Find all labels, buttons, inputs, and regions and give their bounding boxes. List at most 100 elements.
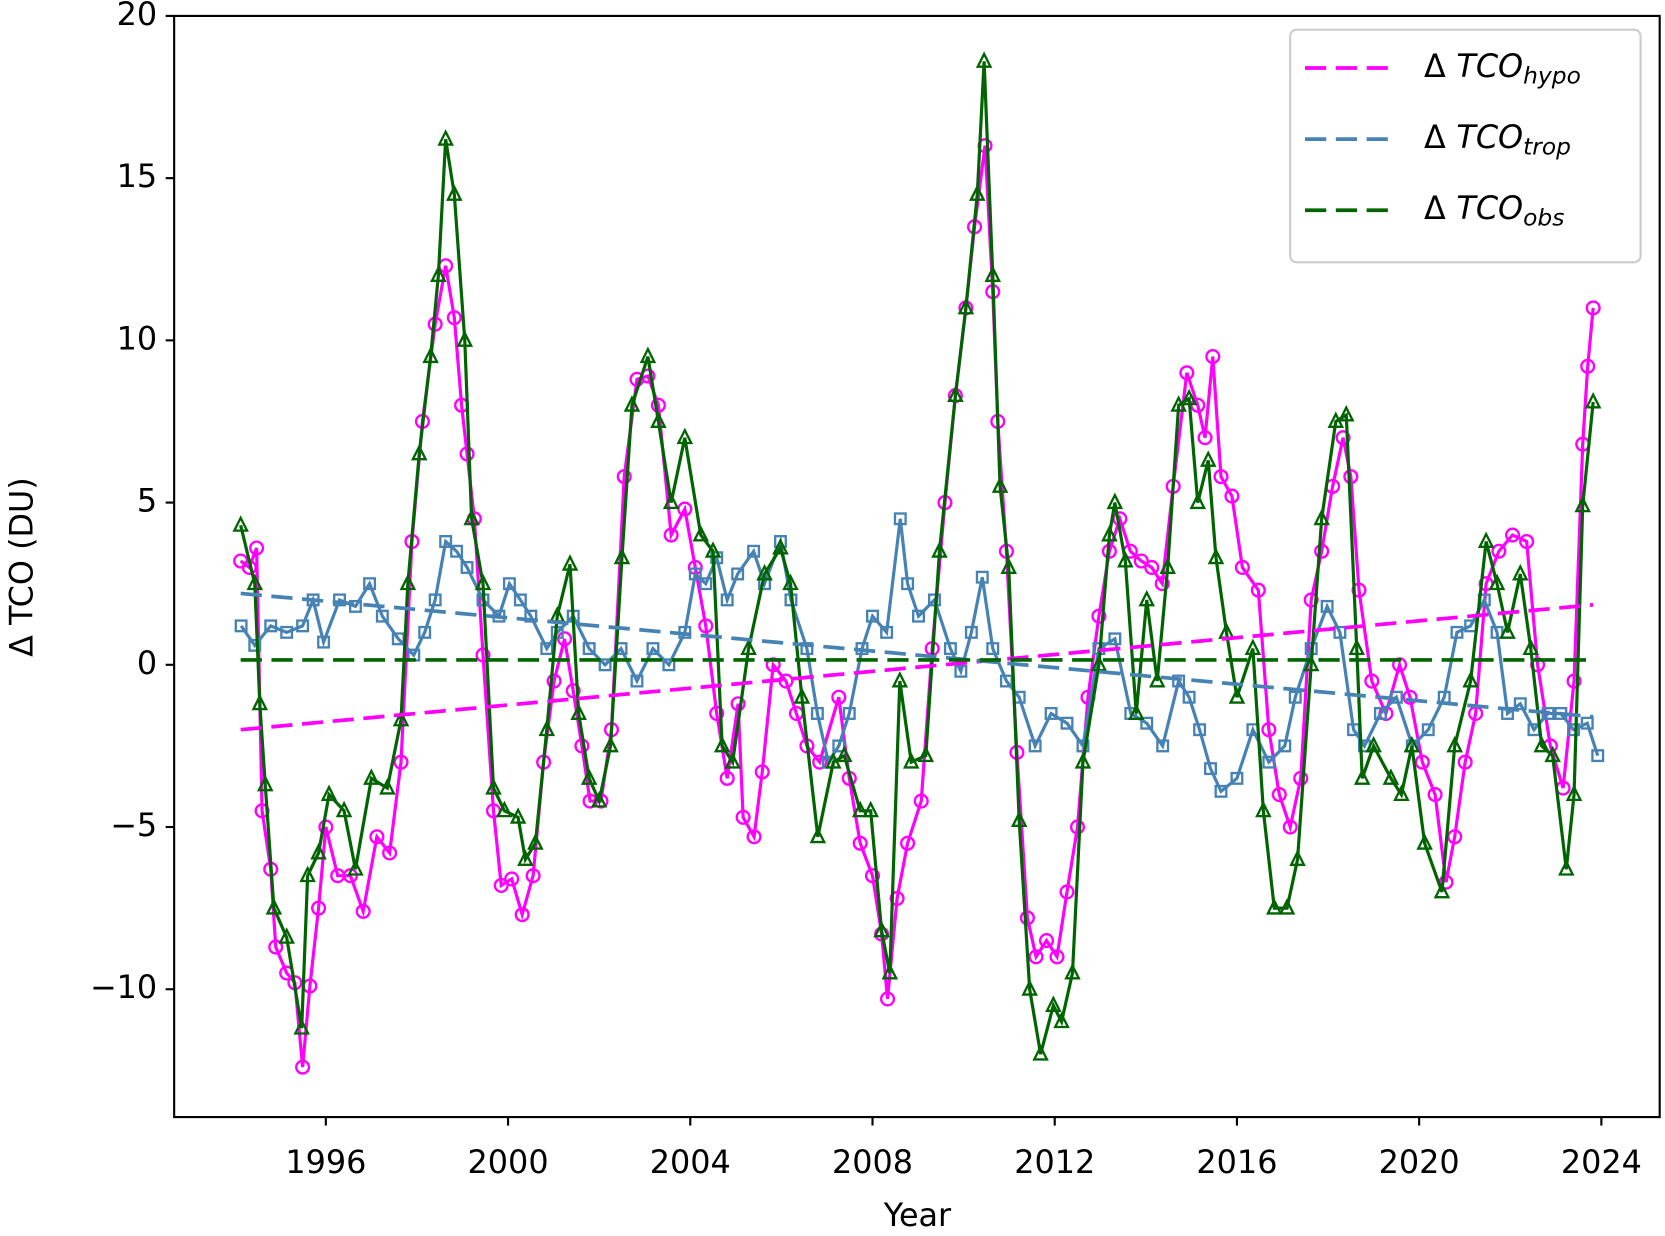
data-point <box>676 427 694 445</box>
data-point <box>782 573 799 591</box>
data-point <box>513 593 527 607</box>
data-point <box>1032 1044 1049 1061</box>
data-point <box>1199 450 1217 467</box>
data-point <box>485 778 502 795</box>
data-point <box>248 638 262 652</box>
data-point <box>1565 784 1583 802</box>
data-point <box>912 609 925 623</box>
data-point <box>602 735 619 753</box>
data-point <box>881 962 899 980</box>
data-point <box>1044 706 1058 720</box>
data-point <box>540 642 554 656</box>
legend-symbol: Δ <box>1424 189 1446 227</box>
data-point <box>832 739 846 753</box>
data-point <box>746 829 762 845</box>
data-point <box>1433 881 1451 899</box>
data-point <box>546 673 562 689</box>
data-point <box>1462 670 1479 688</box>
y-axis-label: Δ TCO (DU) <box>2 477 40 657</box>
data-point <box>428 593 442 607</box>
data-point <box>809 826 827 844</box>
data-point <box>1313 508 1330 526</box>
legend-subscript: hypo <box>1523 61 1581 89</box>
data-point <box>1490 625 1504 639</box>
data-point <box>720 593 734 607</box>
data-point <box>1271 787 1287 803</box>
legend-symbol: Δ <box>1424 47 1446 85</box>
data-point <box>756 563 773 581</box>
data-point <box>1505 527 1521 543</box>
data-point <box>1190 397 1206 413</box>
y-tick-label: −10 <box>90 968 157 1006</box>
data-point <box>369 829 385 845</box>
data-point <box>363 577 377 591</box>
data-point <box>1289 849 1306 866</box>
data-point <box>363 768 380 785</box>
data-point <box>450 544 464 558</box>
data-point <box>1574 495 1591 513</box>
x-tick-label: 2020 <box>1379 1143 1460 1181</box>
legend-subscript: obs <box>1523 203 1564 231</box>
y-tick-label: 20 <box>117 0 158 33</box>
data-point <box>646 642 660 656</box>
data-point <box>1207 547 1225 565</box>
data-point <box>1591 749 1605 763</box>
data-point <box>1266 898 1283 915</box>
x-tick-label: 2004 <box>650 1143 731 1181</box>
data-point <box>704 541 722 558</box>
data-point <box>1117 550 1134 568</box>
data-point <box>1101 524 1118 542</box>
data-point <box>399 573 417 591</box>
data-point <box>873 920 890 938</box>
data-point <box>418 625 432 639</box>
data-point <box>422 346 439 364</box>
data-point <box>456 330 474 347</box>
data-point <box>582 642 596 656</box>
x-tick-label: 2008 <box>832 1143 913 1181</box>
data-point <box>1010 810 1028 828</box>
data-point <box>862 800 879 818</box>
data-point <box>1189 492 1207 510</box>
legend-symbol: Δ <box>1424 118 1446 156</box>
data-point <box>1045 995 1062 1012</box>
data-point <box>246 573 264 591</box>
data-point <box>879 991 896 1007</box>
data-point <box>1140 716 1154 730</box>
data-point <box>1091 608 1107 624</box>
data-point <box>984 265 1002 282</box>
data-point <box>699 577 713 591</box>
data-point <box>1416 833 1433 850</box>
data-point <box>1335 430 1351 446</box>
data-point <box>1159 557 1176 574</box>
data-point <box>1365 735 1382 753</box>
data-point <box>1382 768 1400 785</box>
data-point <box>320 784 338 802</box>
data-point <box>1519 533 1535 550</box>
data-point <box>1353 768 1371 785</box>
data-point <box>517 849 534 866</box>
data-point <box>1028 739 1042 753</box>
data-point <box>1255 800 1272 818</box>
data-point <box>557 631 573 647</box>
data-point <box>889 890 905 906</box>
data-point <box>280 625 294 639</box>
data-point <box>1069 819 1086 835</box>
data-point <box>509 807 527 824</box>
data-point <box>730 696 746 712</box>
data-point <box>825 752 842 769</box>
data-point <box>1000 557 1017 574</box>
legend-name: TCO <box>1456 189 1523 227</box>
data-point <box>880 625 894 639</box>
data-point <box>1064 962 1081 980</box>
data-point <box>311 900 327 916</box>
data-point <box>525 868 541 884</box>
data-point <box>355 903 371 919</box>
x-tick-label: 2000 <box>468 1143 549 1181</box>
data-point <box>527 833 544 850</box>
data-point <box>900 835 916 851</box>
data-point <box>1293 770 1309 786</box>
data-point <box>1414 754 1430 770</box>
data-point <box>446 310 462 326</box>
data-point <box>561 554 579 571</box>
